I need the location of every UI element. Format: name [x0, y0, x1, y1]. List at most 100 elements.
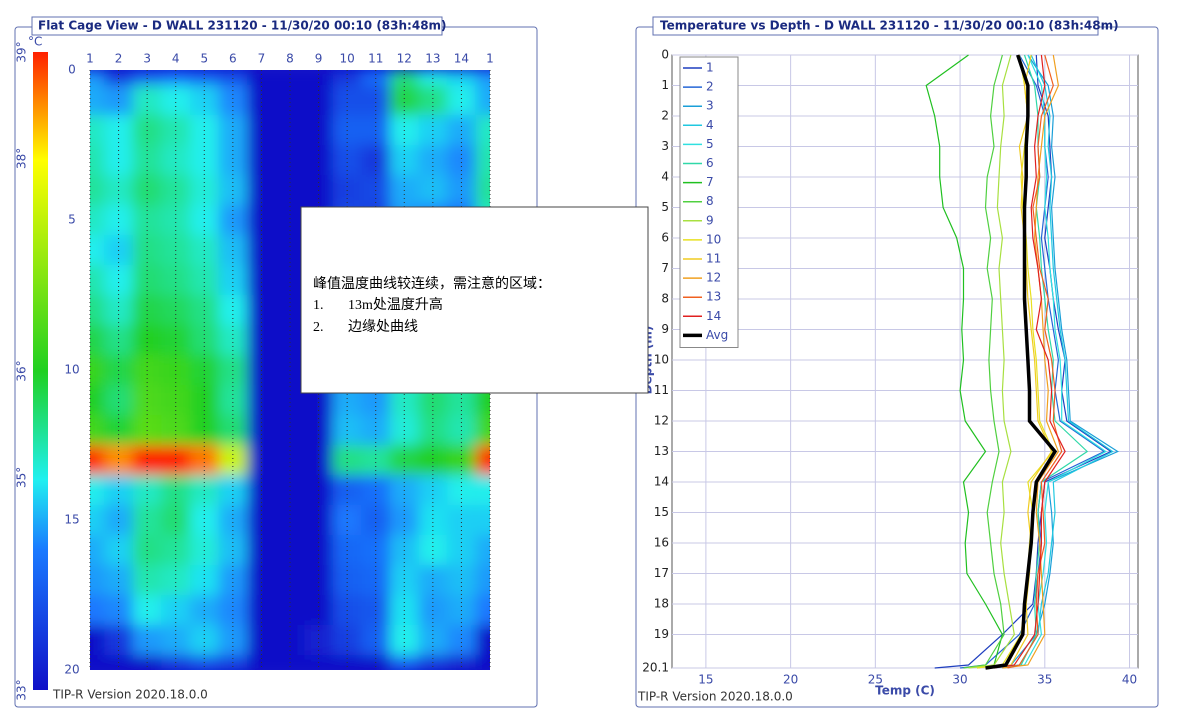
- heatmap-cell: [418, 70, 448, 85]
- series-group: [925, 54, 1119, 670]
- heatmap-cell: [304, 70, 333, 85]
- series-line: [985, 54, 1058, 670]
- heatmap-cell: [90, 655, 105, 670]
- legend-label: 10: [706, 232, 721, 246]
- heatmap-cell: [447, 70, 476, 85]
- y-tick-label: 20.1: [642, 661, 669, 675]
- heatmap-cell: [90, 295, 105, 325]
- heatmap-cell: [90, 535, 105, 565]
- colorbar-tick-label: 38°: [15, 148, 29, 169]
- x-tick-label: 30: [952, 673, 967, 687]
- heatmap-cell: [332, 70, 362, 85]
- heatmap-cell: [190, 70, 219, 85]
- line-title: Temperature vs Depth - D WALL 231120 - 1…: [660, 19, 1119, 33]
- legend-label: 2: [706, 80, 714, 94]
- note-heading: 峰值温度曲线较连续，需注意的区域：: [313, 275, 551, 292]
- y-tick-label: 20: [64, 663, 79, 677]
- y-tick-label: 1: [661, 78, 669, 92]
- heatmap-cell: [90, 565, 105, 595]
- heatmap-cell: [90, 115, 105, 145]
- x-axis-label: Temp (C): [875, 684, 935, 698]
- legend-label: 4: [706, 118, 714, 132]
- legend-label: 11: [706, 252, 721, 266]
- heatmap-cell: [132, 70, 162, 85]
- legend-label: 3: [706, 99, 714, 113]
- line-chart: 15 20 25 30 35 400123456789101112131415161718…: [637, 48, 1139, 704]
- series-line: [925, 54, 1004, 669]
- heatmap-cell: [475, 655, 490, 670]
- heatmap-cell: [475, 625, 490, 655]
- note-item: 边缘处曲线: [348, 319, 418, 335]
- heatmap-cell: [104, 655, 133, 670]
- column-label: 4: [172, 52, 180, 66]
- y-tick-label: 11: [654, 383, 669, 397]
- legend-label: 12: [706, 271, 721, 285]
- y-tick-label: 0: [661, 48, 669, 62]
- heatmap-cell: [475, 505, 490, 535]
- y-tick-label: 19: [654, 627, 669, 641]
- series-line: [1002, 54, 1060, 669]
- heatmap-cell: [275, 70, 305, 85]
- heatmap-cell: [475, 595, 490, 625]
- heatmap-cell: [90, 385, 105, 415]
- column-label: 7: [258, 52, 266, 66]
- y-tick-label: 6: [661, 230, 669, 244]
- series-line: [963, 54, 1005, 669]
- heatmap-cell: [447, 655, 476, 670]
- column-label: 3: [143, 52, 151, 66]
- heatmap-cell: [90, 325, 105, 355]
- heatmap-cell: [475, 85, 490, 115]
- x-tick-label: 20: [783, 673, 798, 687]
- heatmap-cell: [475, 115, 490, 145]
- series-line: [1002, 54, 1107, 669]
- heatmap-cell: [361, 70, 390, 85]
- heatmap-cell: [332, 655, 362, 670]
- y-tick-label: 12: [654, 413, 669, 427]
- heatmap-cell: [218, 70, 248, 85]
- y-tick-label: 2: [661, 108, 669, 122]
- y-tick-label: 16: [654, 535, 669, 549]
- column-label: 11: [368, 52, 383, 66]
- legend-label: 14: [706, 309, 721, 323]
- heatmap-cell: [418, 655, 448, 670]
- legend-label: 5: [706, 137, 714, 151]
- colorbar: [33, 52, 48, 690]
- right-title-tab: [652, 16, 1099, 36]
- heatmap-cell: [90, 505, 105, 535]
- y-tick-label: 15: [654, 505, 669, 519]
- note-num: 1.: [313, 298, 324, 313]
- y-tick-label: 13: [654, 444, 669, 458]
- x-tick-label: 35: [1037, 673, 1052, 687]
- heatmap-cell: [247, 70, 276, 85]
- series-line: [934, 54, 1113, 669]
- legend-label: Avg: [706, 328, 728, 342]
- colorbar-tick-label: 35°: [15, 467, 29, 488]
- colorbar-tick-label: 36°: [15, 360, 29, 381]
- heatmap-cell: [475, 445, 490, 475]
- footer: TIP-R Version 2020.18.0.0: [637, 690, 793, 704]
- heatmap-cell: [90, 415, 105, 445]
- heatmap-cell: [475, 475, 490, 505]
- heatmap-cell: [475, 175, 490, 205]
- heatmap-cell: [90, 85, 105, 115]
- column-label: 1: [486, 52, 494, 66]
- series-line: [968, 54, 1015, 669]
- heatmap-cell: [390, 655, 419, 670]
- heatmap-cell: [390, 70, 419, 85]
- y-tick-label: 8: [661, 291, 669, 305]
- note-box: 峰值温度曲线较连续，需注意的区域： 1. 13m处温度升高 2. 边缘处曲线: [300, 206, 649, 394]
- series-line: [985, 54, 1119, 669]
- y-tick-label: 5: [68, 213, 76, 227]
- series-line: [1007, 54, 1063, 669]
- column-label: 9: [315, 52, 323, 66]
- column-label: 1: [86, 52, 94, 66]
- y-tick-label: 4: [661, 169, 669, 183]
- y-tick-label: 0: [68, 63, 76, 77]
- heatmap-cell: [90, 445, 105, 475]
- heatmap-cell: [90, 595, 105, 625]
- heatmap-cell: [90, 70, 105, 85]
- series-line: [993, 54, 1066, 669]
- heatmap-cell: [90, 265, 105, 295]
